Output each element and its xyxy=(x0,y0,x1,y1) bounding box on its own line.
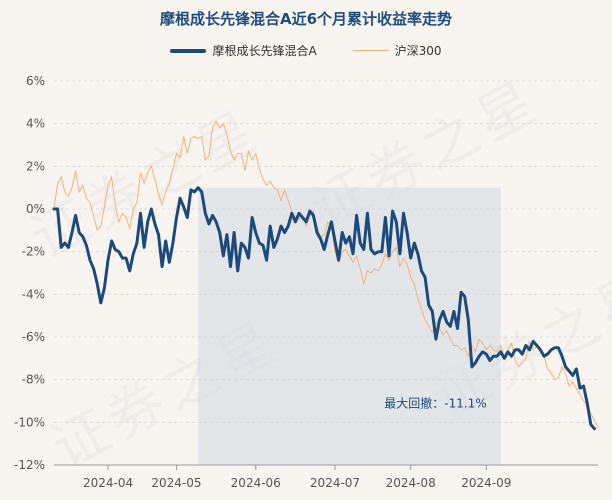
y-tick-label: 4% xyxy=(26,117,45,131)
legend-swatch-benchmark xyxy=(352,50,389,51)
legend-label-benchmark: 沪深300 xyxy=(394,44,442,58)
x-axis-ticks: 2024-04 2024-05 2024-06 2024-07 2024-08 2024-… xyxy=(83,465,511,490)
x-tick-label: 2024-09 xyxy=(461,476,511,490)
x-tick-label: 2024-07 xyxy=(310,476,360,490)
chart-title: 摩根成长先锋混合A近6个月累计收益率走势 xyxy=(159,10,453,28)
y-tick-label: -10% xyxy=(14,415,45,429)
y-tick-label: -4% xyxy=(22,287,45,301)
x-tick-label: 2024-06 xyxy=(231,476,281,490)
y-tick-label: 2% xyxy=(26,159,45,173)
y-tick-label: -6% xyxy=(22,330,45,344)
legend-item-benchmark[interactable]: 沪深300 xyxy=(352,42,442,59)
max-drawdown-label: 最大回撤：-11.1% xyxy=(384,395,486,410)
legend-swatch-main xyxy=(170,48,207,53)
legend-label-main: 摩根成长先锋混合A xyxy=(212,44,317,58)
x-tick-label: 2024-08 xyxy=(386,476,436,490)
series-line-main xyxy=(52,186,596,431)
legend: 摩根成长先锋混合A 沪深300 xyxy=(0,42,612,59)
max-drawdown-area xyxy=(198,187,501,465)
y-tick-label: 0% xyxy=(26,202,45,216)
x-tick-label: 2024-04 xyxy=(83,476,133,490)
y-tick-label: -12% xyxy=(14,458,45,472)
legend-item-main[interactable]: 摩根成长先锋混合A xyxy=(170,42,317,59)
y-tick-label: -2% xyxy=(22,245,45,259)
y-tick-label: -8% xyxy=(22,373,45,387)
x-tick-label: 2024-05 xyxy=(151,476,201,490)
y-tick-label: 6% xyxy=(26,74,45,88)
y-axis-ticks: 6% 4% 2% 0% -2% -4% -6% -8% -10% -12% xyxy=(14,74,45,472)
